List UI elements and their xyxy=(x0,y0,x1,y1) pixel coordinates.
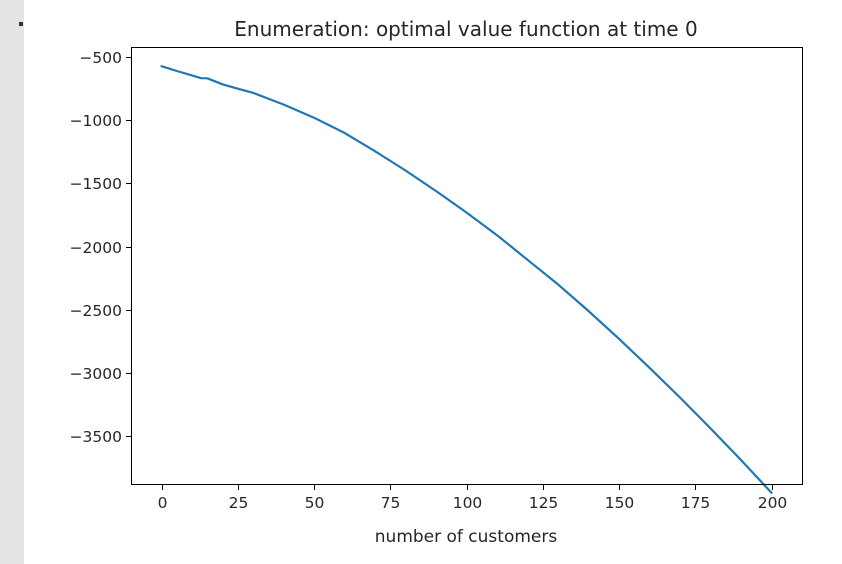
y-tick-label: −500 xyxy=(79,49,122,67)
x-tick-label: 75 xyxy=(381,494,401,512)
y-tick-label: −2500 xyxy=(70,302,122,320)
cell-gutter xyxy=(0,0,24,564)
series-line xyxy=(160,65,773,494)
x-tick-label: 175 xyxy=(681,494,711,512)
y-axis: −500 −1000 −1500 −2000 −2500 −3000 −3500 xyxy=(70,49,132,446)
x-tick-label: 150 xyxy=(605,494,635,512)
y-tick-label: −3500 xyxy=(70,428,122,446)
x-axis-label: number of customers xyxy=(375,527,558,547)
y-tick-label: −2000 xyxy=(70,239,122,257)
axes-frame xyxy=(131,47,803,485)
y-tick-label: −1500 xyxy=(70,175,122,193)
x-tick-label: 100 xyxy=(453,494,483,512)
x-tick-label: 125 xyxy=(529,494,559,512)
output-marker xyxy=(19,22,23,26)
x-tick-label: 0 xyxy=(158,494,168,512)
x-tick-label: 50 xyxy=(305,494,325,512)
series-layer xyxy=(160,65,773,494)
x-tick-label: 200 xyxy=(758,494,788,512)
chart-title: Enumeration: optimal value function at t… xyxy=(234,17,697,41)
y-tick-label: −1000 xyxy=(70,112,122,130)
y-tick-label: −3000 xyxy=(70,365,122,383)
x-tick-label: 25 xyxy=(229,494,249,512)
x-axis: 0 25 50 75 100 125 150 175 200 xyxy=(158,484,788,512)
